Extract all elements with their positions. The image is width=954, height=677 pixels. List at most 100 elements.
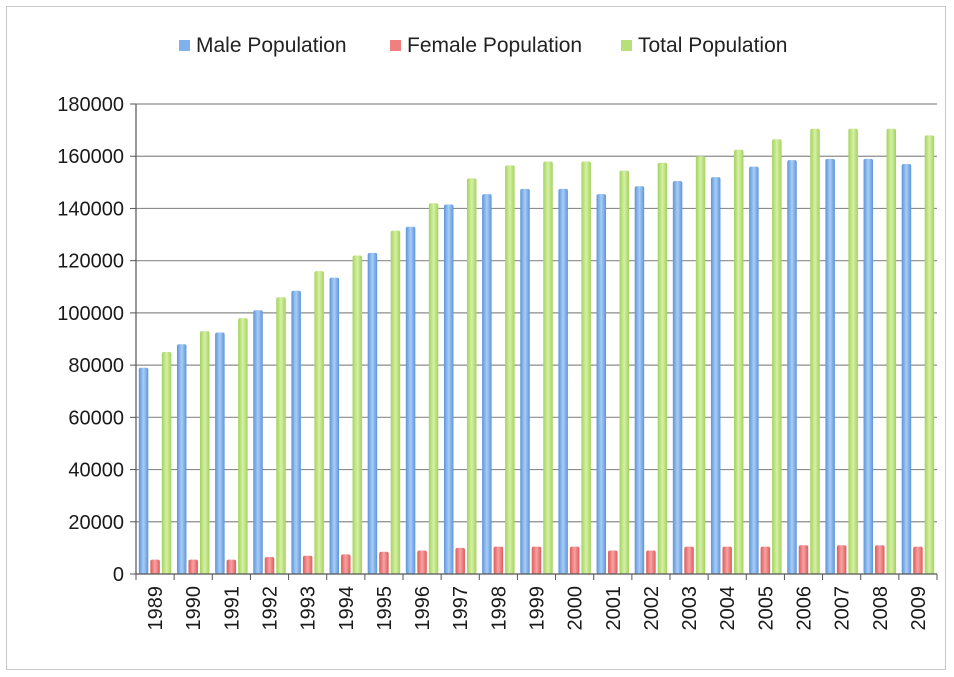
x-tick-label: 2003 (679, 586, 701, 631)
bar-male-1994 (329, 277, 340, 574)
x-tick-label: 1995 (374, 586, 396, 631)
legend-swatch-female (390, 40, 401, 51)
bar-female-2005 (760, 546, 771, 574)
bar-female-2001 (608, 550, 618, 574)
bar-male-1993 (291, 290, 301, 574)
y-tick-label: 40000 (68, 460, 124, 482)
bar-total-1993 (314, 271, 324, 574)
y-tick-label: 160000 (57, 146, 124, 168)
x-tick-label: 1998 (488, 586, 510, 631)
bar-total-2009 (924, 135, 935, 575)
x-tick-label: 1992 (260, 586, 282, 631)
bar-female-2006 (798, 545, 809, 574)
bar-female-2004 (722, 546, 732, 574)
bar-total-2006 (810, 128, 820, 575)
bar-female-2007 (836, 545, 847, 574)
bar-total-2005 (772, 139, 782, 574)
y-tick-label: 0 (113, 564, 124, 586)
bar-male-2004 (710, 177, 721, 574)
bar-male-2008 (863, 158, 874, 575)
chart-frame: Male Population Female Population Total Po… (6, 6, 946, 670)
bar-male-1989 (138, 367, 149, 574)
bar-total-1996 (428, 203, 439, 574)
bar-total-1989 (161, 352, 172, 574)
bar-total-1999 (543, 161, 553, 574)
x-tick-label: 2009 (908, 586, 930, 631)
x-tick-label: 2002 (641, 586, 663, 631)
y-tick-label: 140000 (57, 198, 124, 220)
legend-swatch-total (621, 40, 632, 51)
x-tick-label: 1999 (527, 586, 549, 631)
bar-male-1998 (482, 194, 492, 575)
legend-label-male: Male Population (196, 34, 347, 57)
bar-male-1999 (520, 188, 530, 574)
x-tick-label: 1991 (221, 586, 243, 631)
legend-label-total: Total Population (638, 34, 787, 57)
bar-female-1998 (493, 546, 504, 574)
bar-male-2001 (596, 194, 607, 575)
bar-male-2009 (901, 164, 912, 575)
y-tick-label: 80000 (68, 355, 124, 377)
y-tick-label: 100000 (57, 303, 124, 325)
bar-total-2000 (581, 161, 591, 574)
bar-male-1995 (367, 252, 378, 575)
bar-total-1991 (238, 318, 248, 574)
bar-female-2002 (646, 550, 656, 574)
bar-total-2007 (848, 128, 858, 575)
bar-female-1993 (302, 555, 313, 574)
bar-male-1991 (215, 332, 225, 574)
x-tick-label: 1997 (450, 586, 472, 631)
bar-total-1994 (352, 255, 363, 574)
bar-male-2002 (634, 186, 645, 574)
bars (138, 128, 935, 575)
legend-label-female: Female Population (407, 34, 582, 57)
bar-female-1997 (455, 547, 465, 574)
bar-total-1992 (276, 297, 286, 574)
bar-female-2008 (875, 545, 885, 574)
bar-total-2008 (886, 128, 897, 575)
bar-male-1992 (253, 310, 263, 574)
x-axis-ticks: 1989 1990 1991 1992 1993 1994 1995 1996 1997 1998… (135, 574, 938, 631)
bar-female-1996 (417, 550, 427, 574)
bar-total-1995 (390, 230, 401, 574)
x-tick-label: 1994 (336, 586, 358, 631)
bar-total-1997 (466, 178, 477, 574)
x-tick-label: 1996 (412, 586, 434, 631)
x-tick-label: 2001 (603, 586, 625, 631)
y-tick-label: 120000 (57, 251, 124, 273)
x-tick-label: 2006 (794, 586, 816, 631)
bar-male-2005 (749, 166, 759, 574)
x-tick-label: 2000 (565, 586, 587, 631)
bar-male-2007 (825, 158, 835, 575)
bar-male-1996 (405, 226, 416, 574)
x-tick-label: 1989 (145, 586, 167, 631)
bar-female-1989 (150, 559, 160, 574)
bar-male-1990 (176, 344, 187, 574)
x-tick-label: 1993 (298, 586, 320, 631)
x-tick-label: 2005 (755, 586, 777, 631)
bar-total-2001 (619, 170, 630, 575)
bar-female-1999 (531, 546, 542, 574)
bar-female-1991 (226, 559, 237, 574)
bar-total-2004 (733, 149, 744, 574)
y-tick-label: 20000 (68, 512, 124, 534)
y-tick-label: 60000 (68, 407, 124, 429)
bar-male-1997 (443, 204, 454, 574)
bar-female-1990 (188, 559, 198, 574)
bar-male-2003 (672, 181, 683, 574)
x-tick-label: 2004 (717, 586, 739, 631)
x-tick-label: 1990 (183, 586, 205, 631)
bar-female-1994 (341, 554, 351, 574)
x-tick-label: 2008 (870, 586, 892, 631)
bar-female-2003 (684, 546, 694, 574)
bar-female-2009 (913, 546, 923, 574)
bar-total-1998 (505, 165, 515, 574)
legend-swatch-male (179, 40, 190, 51)
legend: Male Population Female Population Total Po… (179, 34, 787, 57)
bar-female-2000 (569, 546, 580, 574)
y-tick-label: 180000 (57, 94, 124, 116)
bar-total-2002 (657, 162, 668, 574)
gridlines (136, 103, 937, 523)
y-axis-ticks: 0 20000 40000 60000 80000 100000 120000 140000 1… (57, 94, 136, 586)
bar-female-1995 (379, 551, 389, 574)
